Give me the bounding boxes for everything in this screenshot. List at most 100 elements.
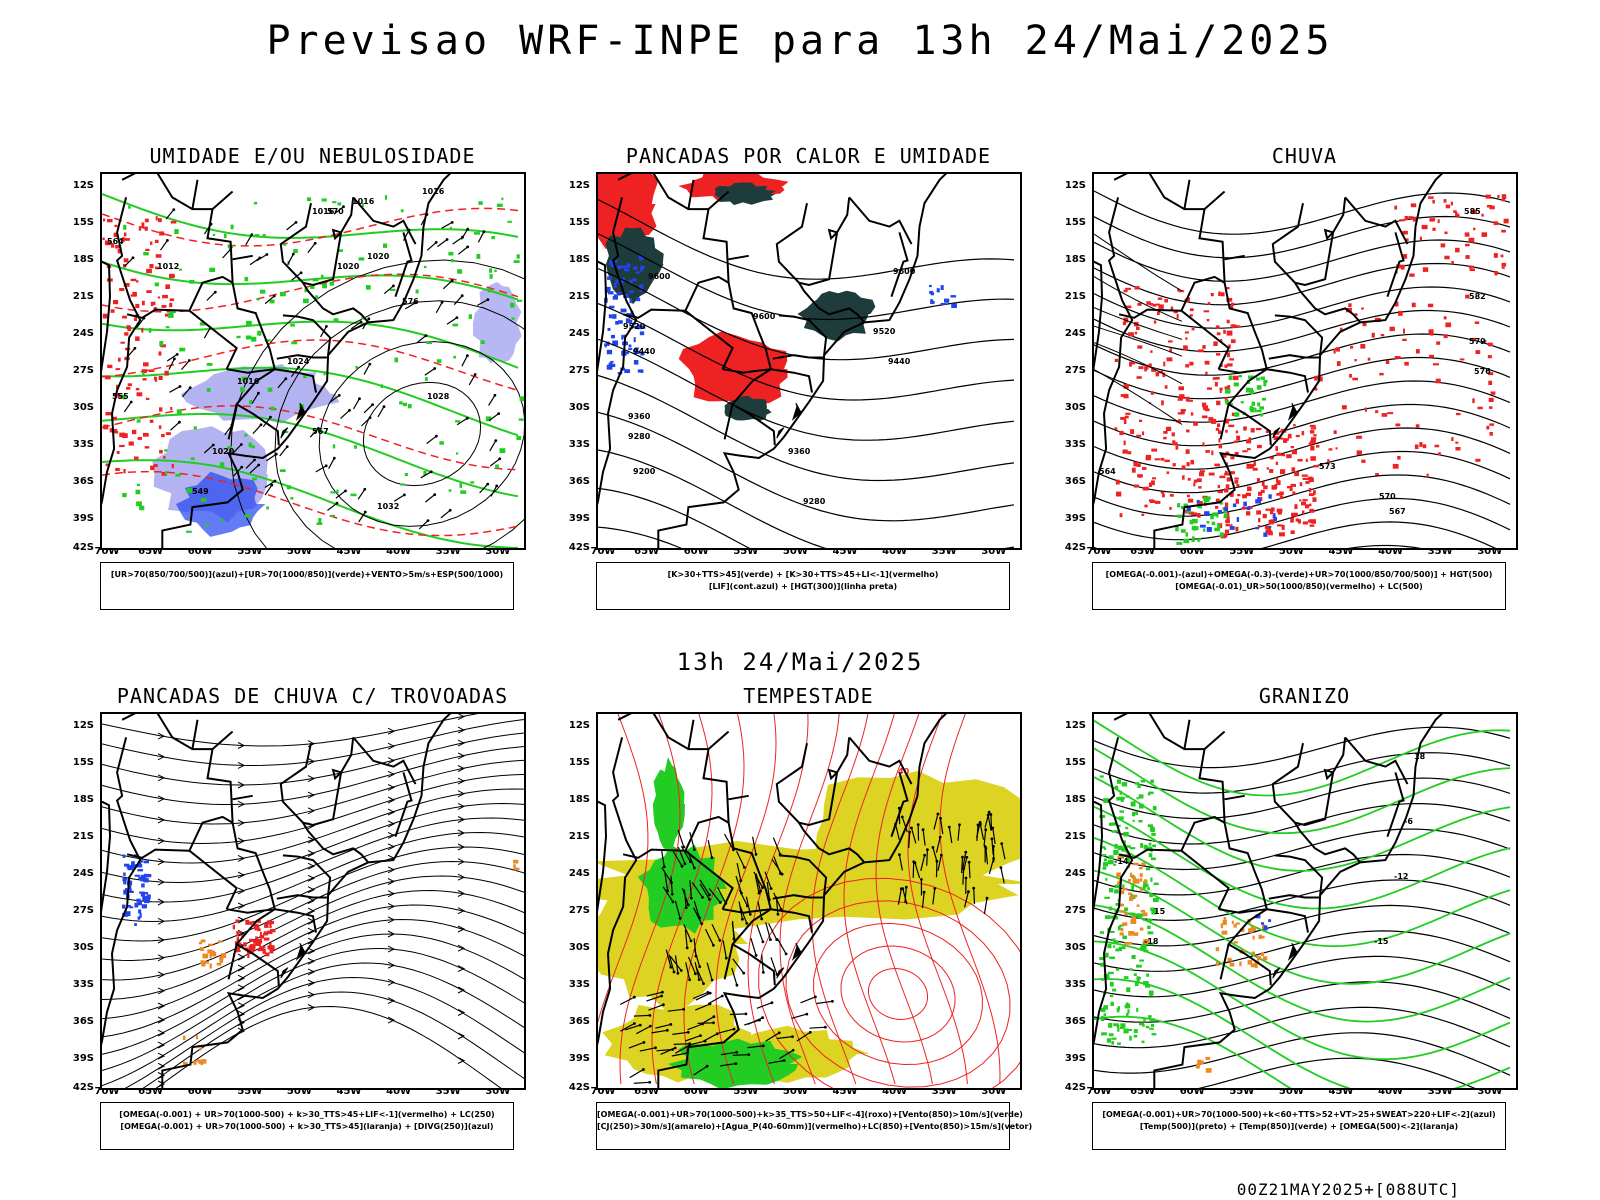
contour-label: 9360	[788, 447, 811, 456]
hgt300-contour	[598, 303, 1015, 401]
latitude-label: 12S	[568, 180, 590, 191]
map-plot-area: 585 582 579 576 573 570 567 564	[1092, 172, 1518, 550]
streamline	[102, 846, 524, 942]
thunderstorm-red	[232, 919, 276, 958]
legend-text: [OMEGA(-0.001)+UR>70(1000-500)+k>35_TTS>…	[597, 1110, 1023, 1119]
legend-text: [OMEGA(-0.001) + UR>70(1000-500) + k>30_…	[119, 1110, 495, 1119]
latitude-label: 15S	[1064, 217, 1086, 228]
panel-title: TEMPESTADE	[743, 684, 874, 708]
latitude-label: 27S	[72, 905, 94, 916]
thickness-contour-red	[102, 470, 519, 537]
longitude-label: 65W	[138, 1086, 164, 1097]
political-borders	[598, 714, 948, 1088]
contour-label: 1020	[367, 252, 390, 261]
longitude-label: 55W	[237, 1086, 263, 1097]
map-plot-area: 1016 1016 1016 1012 1020 1020 1024 1028 1032 1020…	[100, 172, 526, 550]
contour-label: 555	[112, 392, 129, 401]
legend-text: [OMEGA(-0.01)_UR>50(1000/850)(vermelho) …	[1175, 582, 1423, 591]
hgt300-contour	[598, 449, 1015, 548]
longitude-label: 65W	[634, 1086, 660, 1097]
contour-label: 582	[1469, 292, 1486, 301]
contour-label: 1020	[337, 262, 360, 271]
latitude-label: 39S	[568, 1053, 590, 1064]
hgt300-contour	[598, 526, 682, 548]
hgt300-contour	[598, 487, 750, 548]
streamline	[1094, 369, 1183, 425]
latitude-label: 30S	[568, 942, 590, 953]
longitude-label: 50W	[1278, 1086, 1304, 1097]
lifted-index-blue	[929, 284, 957, 308]
contour-label: -12	[1394, 872, 1408, 881]
contour-label: 9600	[893, 267, 916, 276]
longitude-label: 60W	[683, 1086, 709, 1097]
latitude-label: 36S	[1064, 1016, 1086, 1027]
latitude-label: 36S	[72, 1016, 94, 1027]
longitude-label: 70W	[94, 546, 120, 557]
longitude-label: 60W	[187, 546, 213, 557]
temp500-contour	[1094, 853, 1511, 896]
map-panel: GRANIZO 12S 15S 18S 21S 24S 27S 30S 33S 36S 39S 42S…	[1052, 684, 1557, 1170]
latitude-label: 12S	[72, 180, 94, 191]
contour-label: 1020	[212, 447, 235, 456]
contour-label: 564	[1099, 467, 1116, 476]
hgt500-contour	[1094, 521, 1497, 548]
contour-label: 9600	[753, 312, 776, 321]
temp850-contour	[1094, 978, 1511, 1088]
map-svg	[102, 714, 524, 1088]
longitude-label: 45W	[832, 1086, 858, 1097]
latitude-label: 30S	[72, 402, 94, 413]
latitude-label: 15S	[568, 217, 590, 228]
longitude-label: 60W	[1179, 1086, 1205, 1097]
latitude-label: 21S	[568, 831, 590, 842]
omega-area-green	[1224, 375, 1268, 417]
thickness-contour-red	[102, 207, 519, 247]
omega-area-blue	[1186, 494, 1277, 537]
hgt300-contour	[598, 411, 1015, 522]
hgt500-contour	[1094, 190, 1511, 235]
map-panel: UMIDADE E/OU NEBULOSIDADE 12S 15S 18S 21S 24S…	[60, 144, 565, 630]
hgt500-contour	[1094, 427, 1511, 470]
streamline	[102, 802, 524, 884]
temp850-contour	[1094, 1015, 1292, 1088]
map-plot-area	[100, 712, 526, 1090]
showers-orange	[513, 859, 520, 871]
humidity-contour-green	[102, 366, 519, 437]
streamline-red	[907, 714, 968, 1085]
longitude-label: 40W	[386, 1086, 412, 1097]
latitude-label: 12S	[1064, 720, 1086, 731]
streamline	[102, 732, 524, 786]
longitude-label: 65W	[1130, 1086, 1156, 1097]
longitude-label: 30W	[1477, 1086, 1503, 1097]
streamline-red	[875, 714, 933, 1085]
omega-area-orange	[1215, 917, 1268, 968]
longitude-label: 40W	[1378, 546, 1404, 557]
legend-text: [OMEGA(-0.001) + UR>70(1000-500) + k>30_…	[120, 1122, 494, 1131]
latitude-label: 30S	[568, 402, 590, 413]
streamline	[124, 976, 524, 1088]
latitude-label: 36S	[1064, 476, 1086, 487]
latitude-label: 18S	[72, 254, 94, 265]
longitude-label: 70W	[590, 1086, 616, 1097]
latitude-label: 24S	[72, 868, 94, 879]
longitude-label: 35W	[931, 546, 957, 557]
latitude-label: 27S	[568, 365, 590, 376]
streamline-red	[619, 714, 681, 1085]
contour-label: 9600	[648, 272, 671, 281]
political-borders	[102, 174, 452, 548]
political-borders	[1094, 174, 1444, 548]
rain-area-red	[1394, 194, 1509, 277]
map-svg: -6 -12 -15 -18 -14 18 15	[1094, 714, 1511, 1088]
rain-area-red	[1314, 294, 1496, 478]
longitude-label: 55W	[733, 1086, 759, 1097]
legend-box: [UR>70(850/700/500)](azul)+[UR>70(1000/8…	[100, 562, 514, 610]
streamline-red	[715, 714, 777, 1085]
contour-label: 585	[1464, 207, 1481, 216]
longitude-label: 45W	[1328, 546, 1354, 557]
contour-label: 9200	[633, 467, 656, 476]
latitude-label: 27S	[1064, 905, 1086, 916]
longitude-label: 40W	[882, 1086, 908, 1097]
legend-text: [OMEGA(-0.001)-(azul)+OMEGA(-0.3)-(verde…	[1105, 570, 1493, 579]
map-panel: PANCADAS DE CHUVA C/ TROVOADAS 12S 15S 18S 2…	[60, 684, 565, 1170]
latitude-label: 27S	[568, 905, 590, 916]
longitude-label: 35W	[931, 1086, 957, 1097]
